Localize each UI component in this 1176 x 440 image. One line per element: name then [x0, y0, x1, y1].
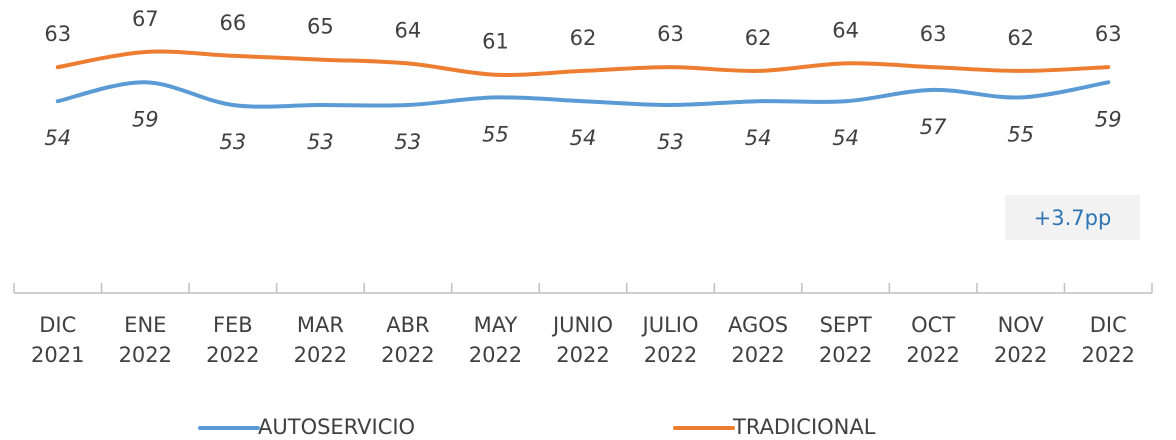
data-label: 63 [657, 22, 684, 46]
data-label: 53 [395, 130, 422, 154]
series-line [55, 80, 1111, 109]
x-tick-label: JULIO 2022 [642, 313, 699, 367]
data-label: 53 [219, 130, 246, 154]
legend-label: AUTOSERVICIO [258, 415, 415, 439]
data-label: 59 [1095, 107, 1122, 131]
data-label: 62 [745, 26, 772, 50]
data-label: 54 [832, 126, 859, 150]
data-label: 62 [1007, 26, 1034, 50]
data-label: 65 [307, 15, 334, 39]
data-label: 62 [570, 26, 597, 50]
data-label: 54 [570, 126, 597, 150]
data-label: 53 [657, 130, 684, 154]
x-tick-label: ENE 2022 [118, 313, 173, 367]
legend-label: TRADICIONAL [732, 415, 876, 439]
data-label: 54 [745, 126, 772, 150]
x-tick-label: JUNIO 2022 [552, 313, 613, 367]
data-label: 67 [132, 7, 159, 31]
x-tick-label: MAR 2022 [293, 313, 348, 367]
data-label: 55 [482, 122, 509, 146]
x-tick-label: DIC 2021 [31, 313, 85, 367]
data-label: 61 [482, 30, 509, 54]
x-tick-label: DIC 2022 [1081, 313, 1135, 367]
data-label: 64 [832, 18, 859, 42]
x-tick-label: ABR 2022 [381, 313, 435, 367]
data-label: 55 [1007, 122, 1034, 146]
data-label: 63 [44, 22, 71, 46]
data-label: 66 [219, 11, 246, 35]
x-tick-label: FEB 2022 [206, 313, 260, 367]
x-tick-label: AGOS 2022 [727, 313, 789, 367]
data-label: 57 [920, 115, 947, 139]
data-label: 63 [920, 22, 947, 46]
x-tick-label: MAY 2022 [468, 313, 523, 367]
data-label: 59 [132, 107, 159, 131]
data-label: 63 [1095, 22, 1122, 46]
x-tick-label: OCT 2022 [906, 313, 960, 367]
series-line [55, 49, 1111, 77]
x-tick-label: NOV 2022 [993, 313, 1048, 367]
x-tick-label: SEPT 2022 [818, 313, 873, 367]
data-label: 54 [44, 126, 71, 150]
data-label: 64 [395, 18, 422, 42]
annotation: +3.7pp [1005, 195, 1140, 240]
data-label: 53 [307, 130, 334, 154]
